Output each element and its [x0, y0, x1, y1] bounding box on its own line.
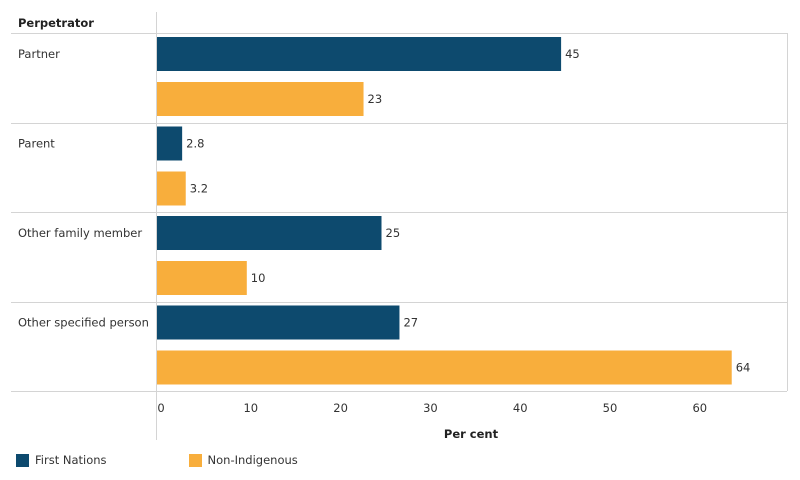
bar-non-indigenous-other-specified-person	[157, 350, 732, 385]
x-axis-title: Per cent	[444, 427, 499, 441]
category-label-parent: Parent	[18, 137, 55, 151]
x-tick-10: 10	[243, 401, 258, 415]
category-label-other-family-member: Other family member	[18, 226, 142, 240]
bar-first-nations-partner	[157, 37, 562, 71]
category-labels: Partner Parent Other family member Other sp…	[18, 47, 149, 330]
legend-swatch-first-nations	[16, 453, 29, 467]
x-tick-40: 40	[513, 401, 528, 415]
x-tick-20: 20	[333, 401, 348, 415]
legend-label-non-indigenous: Non-Indigenous	[207, 453, 298, 467]
bar-non-indigenous-other-family-member	[157, 261, 247, 295]
bar-first-nations-other-specified-person	[157, 305, 400, 340]
value-label-first-nations-parent: 2.8	[186, 137, 204, 151]
chart-frame	[11, 12, 788, 440]
x-tick-60: 60	[692, 401, 707, 415]
x-tick-50: 50	[603, 401, 618, 415]
x-tick-0: 0	[157, 401, 164, 415]
value-label-non-indigenous-partner: 23	[368, 92, 383, 106]
legend-item-non-indigenous: Non-Indigenous	[188, 453, 298, 467]
bar-non-indigenous-partner	[157, 82, 364, 116]
legend-item-first-nations: First Nations	[16, 453, 107, 467]
value-labels: 45 2.8 25 27 23 3.2 10 64	[186, 47, 750, 375]
x-axis-ticks: 0 10 20 30 40 50 60	[157, 401, 707, 415]
legend: First Nations Non-Indigenous	[16, 453, 298, 467]
value-label-non-indigenous-other-family-member: 10	[251, 271, 266, 285]
value-label-first-nations-partner: 45	[565, 47, 580, 61]
value-label-non-indigenous-parent: 3.2	[190, 182, 208, 196]
bar-first-nations-parent	[157, 126, 183, 161]
value-label-first-nations-other-specified-person: 27	[403, 316, 418, 330]
bars	[157, 37, 732, 385]
category-label-partner: Partner	[18, 47, 60, 61]
value-label-first-nations-other-family-member: 25	[386, 226, 401, 240]
category-header: Perpetrator	[18, 16, 94, 30]
category-label-other-specified-person: Other specified person	[18, 316, 149, 330]
legend-label-first-nations: First Nations	[35, 453, 107, 467]
bar-non-indigenous-parent	[157, 171, 186, 206]
value-label-non-indigenous-other-specified-person: 64	[736, 361, 751, 375]
legend-swatch-non-indigenous	[188, 453, 202, 467]
x-tick-30: 30	[423, 401, 438, 415]
bar-first-nations-other-family-member	[157, 216, 382, 250]
